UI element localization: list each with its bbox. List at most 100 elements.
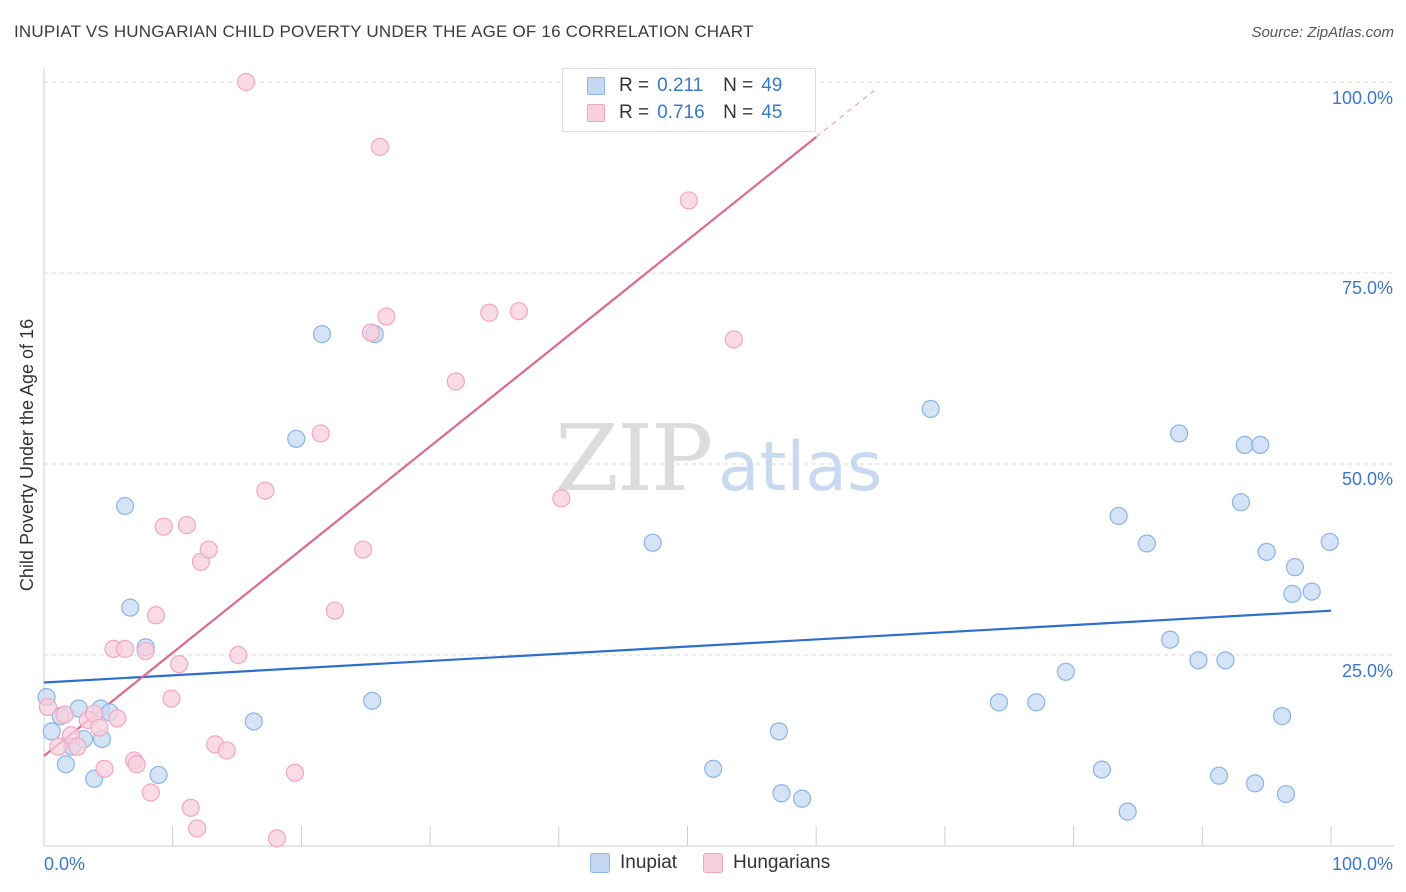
point-hungarians-11 (115, 639, 135, 658)
point-hungarians-42 (679, 191, 698, 210)
series-legend-inupiat[interactable]: Inupiat (590, 852, 677, 874)
point-hungarians-8 (108, 709, 127, 728)
series-legend-hungarians[interactable]: Hungarians (703, 852, 830, 874)
point-hungarians-17 (154, 517, 173, 536)
point-inupiat-26 (989, 693, 1009, 712)
legend: R = 0.211 N = 49 R = 0.716 N = 45 (562, 68, 816, 132)
chart-title: INUPIAT VS HUNGARIAN CHILD POVERTY UNDER… (14, 22, 754, 41)
legend-swatch-inupiat (587, 77, 605, 95)
watermark-atlas: atlas (718, 428, 882, 507)
point-hungarians-16 (146, 606, 166, 625)
point-hungarians-21 (181, 798, 200, 817)
point-hungarians-36 (370, 137, 390, 157)
legend-n-value: 49 (761, 75, 783, 96)
point-hungarians-37 (377, 307, 396, 326)
point-inupiat-25 (921, 399, 940, 419)
series-label-inupiat: Inupiat (620, 852, 678, 873)
point-hungarians-20 (177, 516, 196, 535)
chart-source: Source: ZipAtlas.com (1251, 24, 1394, 41)
legend-r-value: 0.211 (657, 75, 704, 96)
point-hungarians-4 (68, 737, 87, 756)
legend-n-label: N = (723, 75, 754, 96)
watermark-zip: ZIP (555, 405, 711, 512)
watermark: ZIP atlas (555, 405, 882, 512)
point-inupiat-1 (42, 722, 61, 741)
axes (43, 68, 1394, 847)
point-inupiat-12 (121, 598, 140, 617)
point-hungarians-33 (325, 601, 344, 620)
point-hungarians-9 (95, 759, 114, 778)
legend-row-hungarians: R = 0.716 N = 45 (587, 100, 782, 126)
point-inupiat-16 (287, 429, 306, 448)
point-inupiat-15 (244, 712, 263, 731)
point-hungarians-43 (724, 330, 743, 349)
point-inupiat-3 (56, 755, 75, 774)
point-inupiat-47 (1302, 582, 1321, 601)
point-inupiat-23 (772, 784, 791, 803)
point-hungarians-39 (480, 303, 499, 322)
point-inupiat-22 (769, 722, 788, 741)
point-inupiat-40 (1251, 435, 1270, 454)
point-hungarians-30 (267, 829, 287, 848)
point-inupiat-32 (1137, 534, 1157, 553)
legend-r-value: 0.716 (657, 102, 705, 123)
point-inupiat-19 (363, 691, 382, 710)
point-inupiat-14 (149, 765, 168, 785)
point-inupiat-46 (1285, 558, 1305, 577)
legend-n-value: 45 (761, 102, 783, 123)
point-hungarians-28 (236, 72, 256, 92)
y-axis-label: Child Poverty Under the Age of 16 (17, 319, 37, 591)
point-inupiat-30 (1118, 802, 1137, 821)
point-inupiat-24 (792, 789, 812, 808)
y-tick-label-25: 25.0% (1342, 661, 1393, 681)
point-hungarians-40 (509, 302, 529, 321)
point-hungarians-26 (217, 741, 236, 760)
series-label-hungarians: Hungarians (733, 852, 831, 873)
point-inupiat-21 (704, 759, 723, 778)
point-hungarians-19 (170, 655, 189, 674)
point-hungarians-2 (55, 705, 74, 724)
legend-r-label: R = (619, 102, 650, 123)
point-inupiat-39 (1235, 435, 1254, 454)
point-inupiat-17 (312, 325, 332, 344)
point-inupiat-36 (1209, 766, 1229, 785)
point-hungarians-38 (446, 372, 465, 391)
point-inupiat-41 (1245, 774, 1265, 793)
point-hungarians-31 (285, 763, 305, 782)
series-legend: Inupiat Hungarians (590, 852, 856, 874)
point-hungarians-0 (38, 697, 57, 717)
point-hungarians-13 (127, 755, 146, 774)
point-hungarians-29 (256, 481, 275, 500)
point-inupiat-42 (1257, 542, 1276, 561)
point-hungarians-27 (229, 645, 248, 665)
gridlines (44, 81, 1394, 656)
legend-swatch-hungarians (587, 104, 605, 122)
point-inupiat-48 (1320, 532, 1339, 552)
point-inupiat-27 (1027, 693, 1046, 712)
point-inupiat-44 (1276, 784, 1296, 804)
point-hungarians-35 (361, 323, 380, 342)
point-inupiat-34 (1170, 424, 1189, 443)
point-inupiat-28 (1056, 662, 1075, 681)
trend-line-extension-hungarians (815, 90, 875, 138)
point-inupiat-29 (1092, 760, 1112, 779)
x-tick-label-max: 100.0% (1332, 854, 1393, 874)
point-hungarians-1 (49, 737, 68, 756)
point-inupiat-43 (1272, 707, 1292, 726)
x-tick-label-min: 0.0% (44, 854, 85, 874)
point-hungarians-7 (90, 718, 109, 737)
legend-row-inupiat: R = 0.211 N = 49 (587, 73, 782, 99)
legend-r-label: R = (619, 75, 650, 96)
y-tick-label-100: 100.0% (1332, 88, 1393, 108)
series-swatch-inupiat (590, 853, 610, 873)
trend-line-hungarians (43, 136, 817, 757)
point-inupiat-45 (1283, 584, 1302, 603)
point-hungarians-15 (141, 783, 160, 802)
point-inupiat-35 (1189, 651, 1208, 670)
trend-lines (43, 90, 1332, 757)
series-swatch-hungarians (703, 853, 724, 873)
tick-labels: 0.0% 100.0% 25.0% 50.0% 75.0% 100.0% Chi… (17, 88, 1393, 874)
point-inupiat-31 (1109, 506, 1128, 526)
point-inupiat-11 (115, 496, 135, 516)
